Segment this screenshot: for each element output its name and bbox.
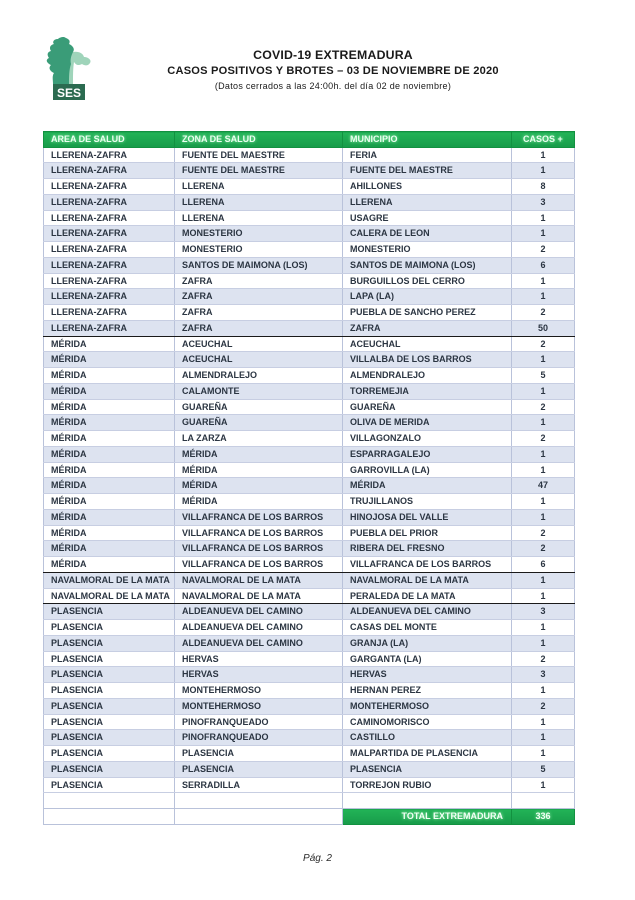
svg-text:SES: SES — [57, 86, 81, 100]
